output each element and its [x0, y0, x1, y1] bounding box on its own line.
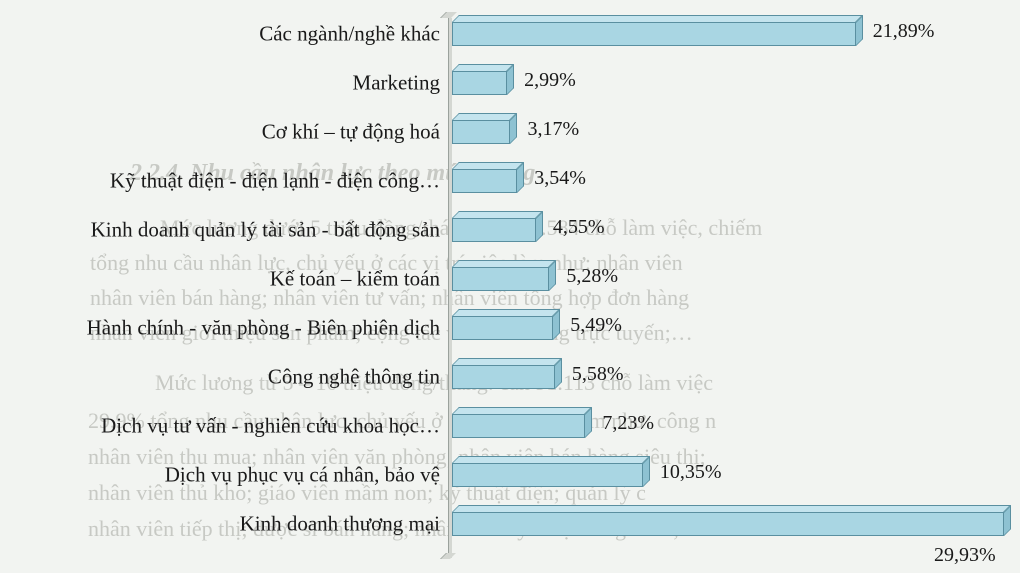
category-label: Dịch vụ tư vấn - nghiên cứu khoa học…: [101, 414, 440, 439]
bar-front: [452, 365, 555, 389]
category-label: Kinh doanh thương mại: [240, 512, 440, 537]
bar-front: [452, 267, 549, 291]
category-label: Dịch vụ phục vụ cá nhân, bảo vệ: [165, 463, 440, 488]
bar-side: [507, 64, 514, 95]
bar: [452, 414, 585, 438]
bar-top: [452, 211, 543, 218]
value-label: 5,49%: [570, 314, 622, 337]
chart-row: Dịch vụ phục vụ cá nhân, bảo vệ 10,35%: [0, 457, 1020, 493]
value-label: 7,23%: [602, 412, 654, 435]
bar: [452, 365, 555, 389]
chart-row: Các ngành/nghề khác 21,89%: [0, 16, 1020, 52]
bar-front: [452, 71, 507, 95]
value-label: 29,93%: [934, 544, 996, 567]
value-label: 21,89%: [873, 20, 935, 43]
chart-row: Kế toán – kiểm toán 5,28%: [0, 261, 1020, 297]
value-label: 3,17%: [527, 118, 579, 141]
value-label: 5,58%: [572, 363, 624, 386]
bar: [452, 71, 507, 95]
bar-top: [452, 358, 562, 365]
bar-front: [452, 22, 856, 46]
bar-top: [452, 260, 556, 267]
bar: [452, 267, 549, 291]
bar-top: [452, 64, 514, 71]
chart-row: Cơ khí – tự động hoá 3,17%: [0, 114, 1020, 150]
category-label: Kế toán – kiểm toán: [270, 267, 440, 292]
bar-side: [585, 407, 592, 438]
chart-row: Dịch vụ tư vấn - nghiên cứu khoa học… 7,2…: [0, 408, 1020, 444]
bar-front: [452, 414, 585, 438]
bar: [452, 316, 553, 340]
bar-front: [452, 316, 553, 340]
value-label: 5,28%: [566, 265, 618, 288]
value-label: 4,55%: [553, 216, 605, 239]
bar: [452, 218, 536, 242]
value-label: 3,54%: [534, 167, 586, 190]
category-label: Các ngành/nghề khác: [259, 22, 440, 47]
bar-side: [553, 309, 560, 340]
bar-front: [452, 512, 1004, 536]
bar-front: [452, 463, 643, 487]
bar-top: [452, 505, 1011, 512]
chart-row: Kinh doanh thương mại29,93%: [0, 506, 1020, 542]
chart-row: Marketing 2,99%: [0, 65, 1020, 101]
bar-top: [452, 15, 863, 22]
bar-top: [452, 162, 524, 169]
bar-front: [452, 169, 517, 193]
bar-side: [549, 260, 556, 291]
bar: [452, 512, 1004, 536]
bar-side: [1004, 505, 1011, 536]
category-label: Công nghệ thông tin: [268, 365, 440, 390]
bar: [452, 463, 643, 487]
bar: [452, 169, 517, 193]
value-label: 2,99%: [524, 69, 576, 92]
bar-side: [555, 358, 562, 389]
category-label: Kỹ thuật điện - điện lạnh - điện công…: [110, 169, 440, 194]
chart-row: Hành chính - văn phòng - Biên phiên dịch…: [0, 310, 1020, 346]
bar-side: [643, 456, 650, 487]
bar-side: [510, 113, 517, 144]
bar-top: [452, 407, 592, 414]
chart-row: Kỹ thuật điện - điện lạnh - điện công… 3,…: [0, 163, 1020, 199]
horizontal-bar-chart: 2.2.4. Nhu cầu nhân lực theo mức lươngMứ…: [0, 0, 1020, 573]
category-label: Hành chính - văn phòng - Biên phiên dịch: [87, 316, 440, 341]
bar-side: [536, 211, 543, 242]
value-label: 10,35%: [660, 461, 722, 484]
bar: [452, 120, 510, 144]
category-label: Kinh doanh quản lý tài sản - bất động sả…: [91, 218, 440, 243]
bar-front: [452, 120, 510, 144]
bar: [452, 22, 856, 46]
bar-side: [856, 15, 863, 46]
bar-top: [452, 456, 650, 463]
bar-top: [452, 309, 560, 316]
bar-top: [452, 113, 517, 120]
bar-front: [452, 218, 536, 242]
category-label: Marketing: [353, 71, 440, 96]
category-label: Cơ khí – tự động hoá: [262, 120, 440, 145]
bar-side: [517, 162, 524, 193]
chart-row: Kinh doanh quản lý tài sản - bất động sả…: [0, 212, 1020, 248]
chart-row: Công nghệ thông tin 5,58%: [0, 359, 1020, 395]
